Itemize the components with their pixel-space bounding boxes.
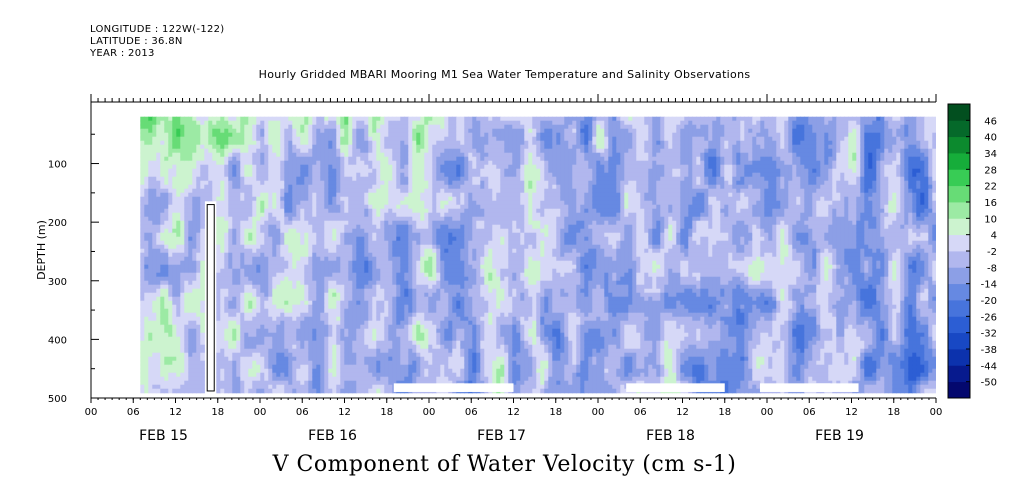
- colorbar-label: -8: [987, 263, 997, 274]
- colorbar-label: 4: [991, 231, 997, 242]
- colorbar-swatch: [948, 381, 970, 399]
- colorbar-swatch: [948, 202, 970, 219]
- colorbar-label: -50: [981, 378, 997, 389]
- colorbar-swatch: [948, 218, 970, 236]
- x-tick-label: 00: [254, 407, 267, 418]
- x-tick-label: 12: [676, 407, 689, 418]
- colorbar-swatch: [948, 267, 970, 285]
- x-tick-label: 06: [127, 407, 140, 418]
- colorbar-swatch: [948, 283, 970, 301]
- colorbar-swatch: [948, 120, 970, 138]
- y-tick-label: 200: [48, 218, 67, 229]
- colorbar-swatch: [948, 332, 970, 350]
- x-tick-label: 18: [211, 407, 224, 418]
- x-tick-label: 12: [507, 407, 520, 418]
- colorbar-swatch: [948, 234, 970, 252]
- colorbar-swatch: [948, 104, 970, 121]
- colorbar-label: -26: [981, 312, 997, 323]
- colorbar-label: -2: [987, 247, 997, 258]
- day-label: FEB 15: [139, 428, 188, 444]
- day-label: FEB 18: [646, 428, 695, 444]
- x-tick-label: 12: [845, 407, 858, 418]
- chart-title: Hourly Gridded MBARI Mooring M1 Sea Wate…: [258, 68, 751, 81]
- y-tick-label: 300: [48, 277, 67, 288]
- x-tick-label: 06: [465, 407, 478, 418]
- colorbar-label: -44: [981, 361, 997, 372]
- latitude-label: LATITUDE : 36.8N: [90, 36, 183, 47]
- x-tick-label: 06: [296, 407, 309, 418]
- colorbar-label: -20: [981, 296, 997, 307]
- colorbar-label: -32: [981, 329, 997, 340]
- y-tick-label: 500: [48, 394, 67, 405]
- colorbar-label: 40: [984, 133, 997, 144]
- year-label: YEAR : 2013: [90, 48, 155, 59]
- colorbar-swatch: [948, 316, 970, 334]
- day-label: FEB 16: [308, 428, 357, 444]
- colorbar-swatch: [948, 185, 970, 203]
- colorbar: 46 40 34 28 22 16 10 4 -2 -8 -14 -20 -26 -32 -38 -44 -50: [947, 103, 997, 399]
- colorbar-swatch: [948, 153, 970, 170]
- colorbar-label: 22: [984, 182, 997, 193]
- colorbar-swatch: [948, 136, 970, 154]
- colorbar-label: 28: [984, 165, 997, 176]
- x-axis-label: V Component of Water Velocity (cm s-1): [272, 452, 737, 477]
- x-tick-label: 18: [718, 407, 731, 418]
- colorbar-label: -14: [981, 280, 997, 291]
- longitude-label: LONGITUDE : 122W(-122): [90, 24, 225, 35]
- x-tick-label: 18: [549, 407, 562, 418]
- colorbar-swatch: [948, 300, 970, 317]
- day-label: FEB 17: [477, 428, 526, 444]
- colorbar-label: -38: [981, 345, 997, 356]
- x-tick-label: 12: [338, 407, 351, 418]
- x-tick-label: 06: [634, 407, 647, 418]
- colorbar-swatch: [948, 251, 970, 268]
- y-axis-label: DEPTH (m): [35, 220, 48, 280]
- colorbar-label: 16: [984, 198, 997, 209]
- y-tick-label: 100: [48, 160, 67, 171]
- x-tick-label: 00: [761, 407, 774, 418]
- y-tick-label: 400: [48, 335, 67, 346]
- velocity-field: [140, 116, 936, 394]
- colorbar-swatch: [948, 349, 970, 366]
- plot-axes: 00 06 12 18 00 06 12 18 00 06 12 18 00 06 12 18 00 06 12 18…: [48, 94, 942, 444]
- colorbar-label: 10: [984, 214, 997, 225]
- x-tick-label: 00: [423, 407, 436, 418]
- x-tick-label: 00: [930, 407, 943, 418]
- x-tick-label: 12: [169, 407, 182, 418]
- x-tick-label: 00: [85, 407, 98, 418]
- colorbar-swatch: [948, 169, 970, 187]
- x-tick-label: 18: [887, 407, 900, 418]
- colorbar-swatch: [948, 365, 970, 383]
- x-tick-label: 18: [380, 407, 393, 418]
- colorbar-label: 34: [984, 149, 997, 160]
- day-label: FEB 19: [815, 428, 864, 444]
- x-tick-label: 00: [592, 407, 605, 418]
- colorbar-label: 46: [984, 116, 997, 127]
- x-tick-label: 06: [803, 407, 816, 418]
